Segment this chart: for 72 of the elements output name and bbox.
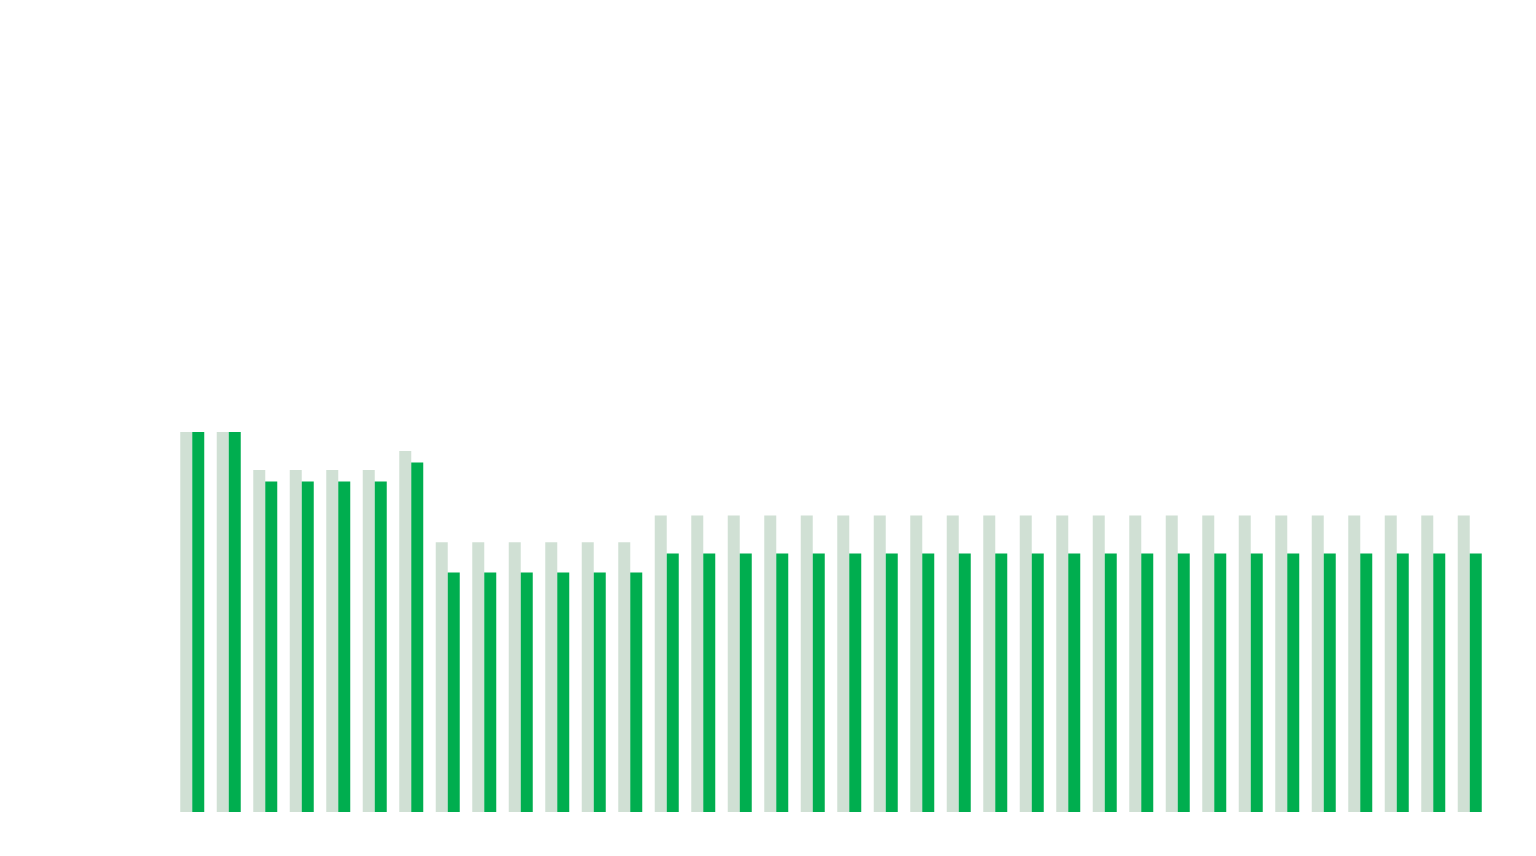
bar xyxy=(435,542,448,812)
bar xyxy=(764,515,777,812)
bar xyxy=(958,553,971,812)
bar xyxy=(472,542,485,812)
bar xyxy=(1287,553,1300,812)
bar xyxy=(618,542,631,812)
bar xyxy=(1031,553,1044,812)
bar xyxy=(1214,553,1227,812)
bar xyxy=(1250,553,1263,812)
bar xyxy=(739,553,752,812)
bar xyxy=(776,553,789,812)
bar xyxy=(885,553,898,812)
bar xyxy=(216,432,229,812)
bar xyxy=(1469,553,1482,812)
bar xyxy=(301,481,314,812)
bar xyxy=(253,470,266,812)
bar xyxy=(289,470,302,812)
bar xyxy=(484,572,497,812)
bar xyxy=(545,542,558,812)
bar xyxy=(1141,553,1154,812)
bar xyxy=(1311,515,1324,812)
bar xyxy=(703,553,716,812)
bar xyxy=(326,470,339,812)
bar xyxy=(1019,515,1032,812)
bar xyxy=(1129,515,1142,812)
bar xyxy=(1202,515,1215,812)
bar xyxy=(691,515,704,812)
bar xyxy=(228,432,241,812)
bar xyxy=(1323,553,1336,812)
bar xyxy=(946,515,959,812)
bar xyxy=(1384,515,1397,812)
bar xyxy=(1433,553,1446,812)
bar xyxy=(727,515,740,812)
bar xyxy=(849,553,862,812)
bar xyxy=(922,553,935,812)
bar xyxy=(800,515,813,812)
bar xyxy=(1457,515,1470,812)
bar xyxy=(265,481,278,812)
bar xyxy=(1348,515,1361,812)
bar xyxy=(910,515,923,812)
bar xyxy=(374,481,387,812)
bar xyxy=(1238,515,1251,812)
bar xyxy=(1360,553,1373,812)
bar xyxy=(1421,515,1434,812)
bar xyxy=(180,432,193,812)
bar xyxy=(995,553,1008,812)
bar xyxy=(1165,515,1178,812)
bar xyxy=(630,572,643,812)
bar xyxy=(593,572,606,812)
bar xyxy=(362,470,375,812)
bar xyxy=(520,572,533,812)
bar xyxy=(983,515,996,812)
bar xyxy=(873,515,886,812)
bar xyxy=(1396,553,1409,812)
bar xyxy=(1275,515,1288,812)
bar xyxy=(654,515,667,812)
bar xyxy=(557,572,570,812)
bar xyxy=(411,462,424,812)
bar xyxy=(1092,515,1105,812)
bar xyxy=(508,542,521,812)
bar xyxy=(837,515,850,812)
bar xyxy=(1104,553,1117,812)
bar xyxy=(1068,553,1081,812)
bar xyxy=(581,542,594,812)
bar xyxy=(1177,553,1190,812)
bar xyxy=(338,481,351,812)
bar xyxy=(192,432,205,812)
bar xyxy=(812,553,825,812)
bar xyxy=(399,451,412,812)
bar xyxy=(666,553,679,812)
bar xyxy=(1056,515,1069,812)
bar xyxy=(447,572,460,812)
